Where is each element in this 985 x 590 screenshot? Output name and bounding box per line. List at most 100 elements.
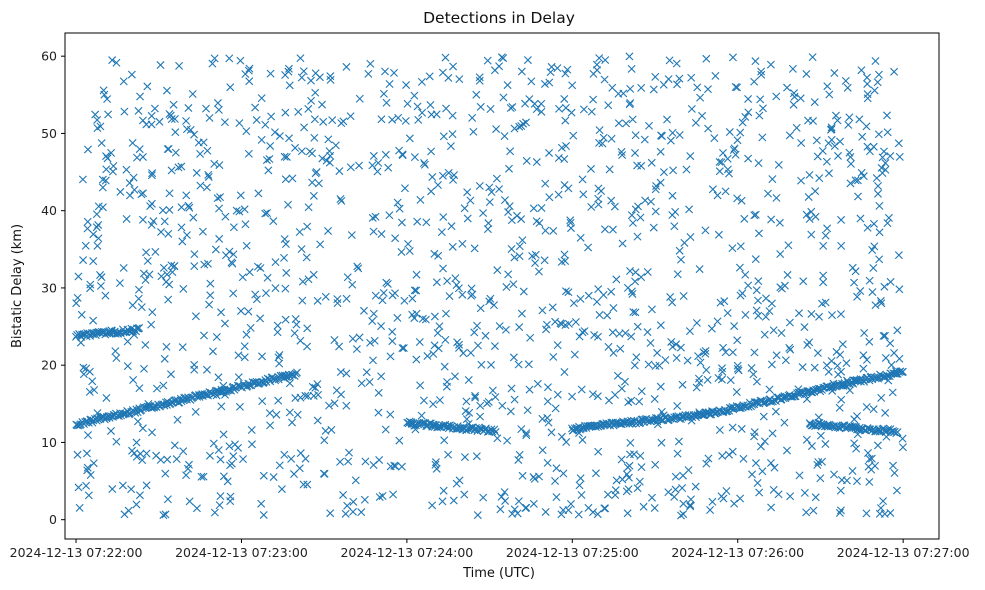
detection-point: [247, 440, 256, 449]
detection-point: [728, 447, 737, 456]
y-tick-label: 0: [49, 512, 57, 527]
detection-point: [382, 278, 391, 287]
detection-point: [147, 111, 156, 120]
detection-point: [412, 355, 421, 364]
detection-point: [802, 69, 811, 78]
detection-point: [148, 169, 157, 178]
detection-point: [860, 377, 869, 386]
detection-point: [559, 469, 568, 478]
detection-point: [303, 342, 312, 351]
detection-point: [210, 508, 219, 517]
detection-point: [159, 381, 168, 390]
detection-point: [883, 128, 892, 137]
detection-point: [373, 167, 382, 176]
detection-point: [84, 491, 93, 500]
detection-point: [713, 317, 722, 326]
detection-point: [808, 388, 817, 397]
detection-point: [90, 386, 99, 394]
detection-point: [298, 296, 307, 305]
detection-point: [271, 284, 280, 293]
detection-point: [94, 202, 103, 211]
detection-point: [668, 128, 677, 137]
detection-point: [679, 499, 688, 508]
detection-point: [799, 277, 808, 286]
detection-point: [628, 115, 637, 124]
detection-point: [428, 501, 437, 510]
detection-point: [507, 384, 516, 393]
detection-point: [107, 326, 116, 335]
detection-point: [883, 219, 892, 228]
detection-point: [612, 275, 621, 284]
detection-point: [530, 474, 539, 483]
detection-point: [577, 385, 586, 394]
detection-point: [227, 459, 236, 468]
detection-point: [531, 259, 540, 268]
detection-point: [892, 486, 901, 495]
detection-point: [810, 98, 819, 107]
detection-point: [74, 483, 83, 492]
detection-point: [562, 142, 571, 150]
detection-point: [204, 170, 213, 179]
detection-point: [301, 454, 310, 463]
detection-point: [426, 101, 435, 110]
detection-point: [706, 505, 715, 514]
detection-point: [326, 509, 335, 518]
detection-point: [304, 275, 313, 284]
detection-point: [736, 494, 745, 503]
detection-point: [138, 456, 147, 465]
detection-point: [723, 407, 732, 416]
detection-point: [138, 424, 147, 433]
detection-point: [576, 233, 585, 242]
detection-point: [708, 497, 717, 506]
detection-point: [313, 296, 322, 305]
detection-point: [788, 64, 797, 73]
detection-point: [125, 178, 134, 187]
detection-point: [490, 301, 498, 310]
detection-point: [240, 342, 249, 351]
detection-point: [630, 450, 638, 459]
detection-point: [632, 353, 641, 362]
detection-point: [491, 393, 500, 402]
detection-point: [830, 470, 839, 479]
detection-point: [135, 145, 144, 154]
detection-point: [792, 123, 801, 132]
detection-point: [444, 450, 453, 459]
detection-point: [256, 264, 265, 273]
detection-point: [669, 166, 678, 175]
detection-point: [747, 363, 756, 372]
detection-point: [447, 422, 456, 431]
detection-point: [226, 83, 235, 92]
detection-point: [507, 245, 516, 253]
detection-point: [118, 481, 127, 490]
detection-point: [196, 149, 205, 158]
detection-point: [165, 189, 174, 198]
detection-point: [389, 490, 398, 499]
detection-point: [816, 474, 825, 483]
detection-point: [628, 218, 637, 227]
detection-point: [385, 80, 394, 89]
detection-point: [469, 127, 478, 136]
detection-point: [101, 291, 110, 300]
detection-point: [251, 290, 260, 299]
detection-point: [673, 80, 681, 89]
detection-point: [562, 438, 571, 447]
detection-point: [300, 123, 309, 132]
detection-point: [846, 159, 855, 168]
detection-point: [821, 231, 830, 240]
detection-point: [342, 62, 351, 71]
detection-point: [875, 228, 884, 237]
detection-point: [813, 349, 822, 358]
detection-point: [84, 431, 93, 440]
detection-point: [415, 338, 424, 347]
detection-point: [74, 272, 83, 281]
detection-point: [524, 360, 533, 369]
detection-point: [304, 203, 313, 212]
detection-point: [241, 70, 250, 79]
detection-point: [730, 144, 739, 153]
detection-point: [337, 390, 346, 399]
detection-point: [595, 138, 604, 147]
detection-point: [318, 100, 327, 109]
detection-point: [141, 276, 150, 285]
detection-point: [696, 93, 705, 102]
detection-point: [206, 279, 215, 288]
